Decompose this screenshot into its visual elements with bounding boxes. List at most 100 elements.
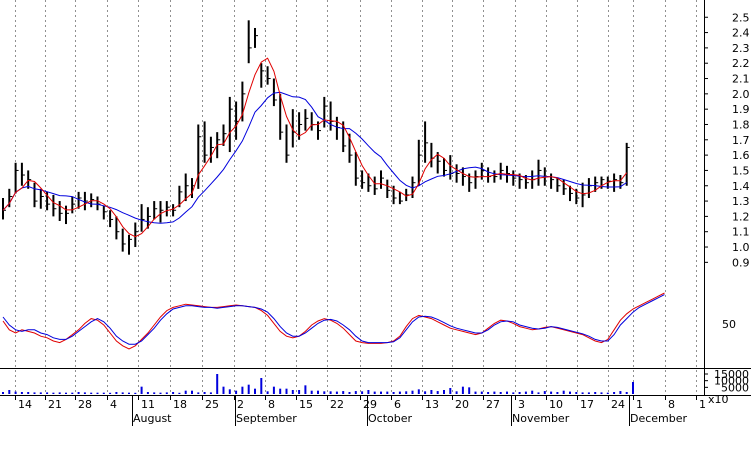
price-bar-31 — [197, 124, 202, 189]
volume-bar-24 — [153, 392, 156, 394]
price-tick-label-1: 2.4 — [732, 27, 750, 40]
volume-bar-86 — [543, 391, 546, 394]
price-bar-61 — [386, 179, 391, 199]
price-bar-16 — [102, 205, 107, 220]
price-tick-label-3: 2.2 — [732, 57, 750, 70]
price-tick-label-5: 2.0 — [732, 88, 750, 101]
x-day-label-16: 3 — [518, 398, 525, 411]
volume-bar-76 — [480, 391, 483, 394]
volume-bar-18 — [115, 392, 118, 394]
volume-bar-40 — [254, 388, 256, 394]
volume-tick-label-2: 5000 — [721, 381, 749, 394]
price-bar-60 — [380, 170, 384, 189]
price-bar-47 — [298, 112, 303, 140]
volume-bar-72 — [455, 391, 458, 394]
price-bar-78 — [493, 170, 498, 183]
price-bar-40 — [254, 27, 258, 48]
volume-bar-0 — [2, 392, 4, 394]
x-day-label-20: 1 — [636, 398, 643, 411]
volume-bar-22 — [140, 386, 143, 394]
price-bar-66 — [417, 139, 422, 186]
price-bar-12 — [77, 191, 82, 209]
price-tick-label-10: 1.5 — [732, 164, 750, 177]
volume-bar-10 — [65, 392, 67, 394]
volume-bar-20 — [128, 392, 130, 394]
price-bar-87 — [550, 173, 555, 189]
volume-bar-78 — [493, 391, 496, 394]
x-day-label-15: 27 — [486, 398, 500, 411]
volume-bar-48 — [304, 385, 307, 394]
volume-bar-60 — [380, 391, 382, 394]
x-day-label-4: 11 — [141, 398, 155, 411]
x-axis-day-labels: 14 21 28 4 11 18 25 2 8 15 22 29 6 13 20 27 3 10 17 24 1 8 1 — [15, 395, 706, 411]
volume-bar-58 — [367, 390, 370, 394]
volume-bar-96 — [606, 392, 609, 394]
volume-bar-14 — [90, 392, 93, 394]
price-bar-44 — [279, 93, 284, 140]
volume-tick-label-1: 10000 — [714, 375, 749, 388]
volume-bar-3 — [20, 392, 23, 394]
price-bar-3 — [20, 162, 25, 186]
volume-bar-61 — [386, 391, 389, 394]
price-tick-label-8: 1.7 — [732, 134, 750, 147]
volume-bar-8 — [52, 392, 55, 394]
volume-bar-39 — [247, 384, 250, 394]
price-bar-20 — [128, 234, 132, 255]
volume-bar-41 — [260, 378, 263, 394]
volume-bar-71 — [449, 388, 452, 394]
price-tick-label-16: 0.9 — [732, 256, 750, 269]
volume-bar-16 — [102, 392, 105, 394]
price-bar-59 — [373, 176, 378, 195]
price-bar-36 — [228, 96, 233, 153]
price-bar-51 — [323, 96, 328, 128]
volume-bar-37 — [235, 390, 238, 394]
x-day-label-7: 2 — [237, 398, 244, 411]
x-month-label-2: October — [368, 412, 412, 425]
volume-bar-9 — [58, 392, 61, 394]
volume-bar-68 — [430, 390, 433, 394]
price-bar-22 — [140, 204, 145, 232]
volume-bar-52 — [329, 391, 332, 394]
price-bar-69 — [436, 152, 441, 174]
price-tick-label-4: 2.1 — [732, 73, 750, 86]
x-day-label-19: 24 — [611, 398, 625, 411]
volume-bar-51 — [323, 391, 326, 394]
volume-bar-32 — [203, 392, 206, 394]
volume-bar-93 — [587, 392, 590, 394]
price-bar-57 — [361, 170, 366, 189]
price-bar-21 — [134, 222, 139, 248]
price-bar-5 — [33, 182, 38, 208]
volume-bar-85 — [537, 392, 540, 394]
volume-bar-45 — [285, 388, 288, 394]
volume-bar-34 — [216, 374, 219, 394]
price-tick-label-13: 1.2 — [732, 210, 750, 223]
volume-bar-83 — [524, 391, 527, 394]
price-bar-19 — [121, 228, 126, 252]
volume-bar-46 — [291, 390, 294, 394]
volume-bar-91 — [575, 392, 578, 394]
x-month-label-4: December — [630, 412, 688, 425]
price-bar-29 — [184, 173, 189, 202]
price-bar-32 — [203, 121, 208, 163]
price-bar-18 — [115, 216, 120, 240]
volume-bar-87 — [550, 391, 553, 394]
volume-bar-33 — [209, 392, 212, 394]
price-bar-10 — [65, 205, 69, 225]
volume-bar-81 — [512, 392, 515, 394]
price-bar-99 — [625, 142, 630, 186]
price-bar-43 — [272, 78, 277, 107]
price-bar-27 — [172, 204, 177, 217]
x-day-label-12: 6 — [394, 398, 401, 411]
volume-bar-95 — [600, 392, 603, 394]
price-tick-label-14: 1.1 — [732, 226, 750, 239]
volume-bar-82 — [518, 392, 521, 394]
volume-bar-7 — [46, 392, 49, 394]
x-axis-month-labels: August September October November December — [132, 395, 688, 426]
volume-bar-80 — [506, 391, 508, 394]
x-day-label-11: 29 — [363, 398, 377, 411]
volume-bar-66 — [417, 389, 420, 394]
price-tick-label-12: 1.3 — [732, 195, 750, 208]
volume-bar-54 — [342, 391, 345, 394]
